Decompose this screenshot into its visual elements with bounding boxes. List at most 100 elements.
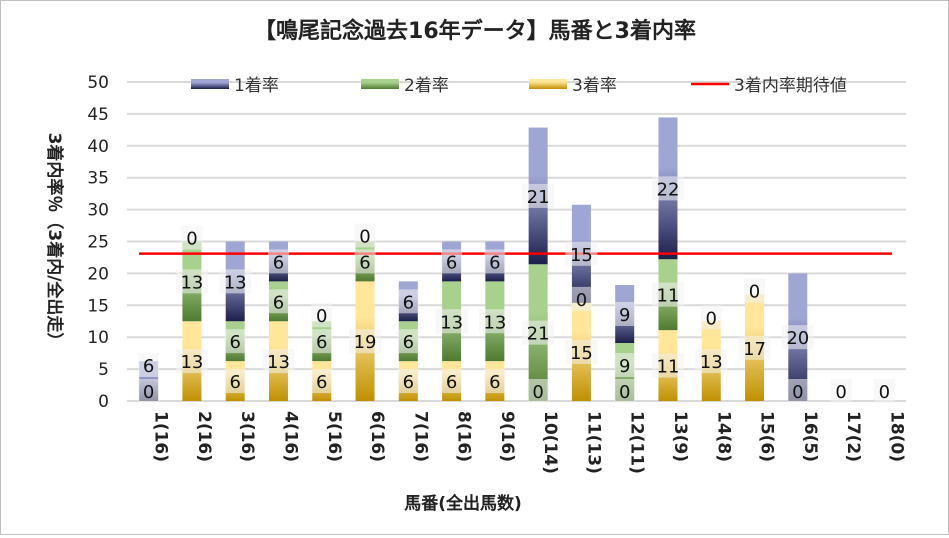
data-label-bg: [224, 369, 246, 394]
data-label: 6: [359, 252, 370, 273]
legend-swatch: [529, 79, 567, 89]
data-label-bg: [781, 325, 814, 350]
data-label: 6: [403, 332, 414, 353]
y-tick-label: 10: [87, 328, 109, 348]
data-label: 6: [403, 292, 414, 313]
y-tick-label: 15: [87, 296, 109, 316]
data-label: 13: [440, 312, 463, 333]
data-label: 6: [143, 356, 154, 377]
y-axis-title: 3着内率％（3着内/全出走）: [44, 133, 65, 350]
data-label-bg: [651, 282, 684, 307]
data-label-bg: [349, 329, 382, 354]
data-label: 15: [570, 245, 593, 266]
data-label-bg: [570, 286, 592, 311]
x-tick-label: 7(16): [410, 411, 430, 462]
legend-swatch: [361, 79, 399, 89]
data-label-bg: [614, 353, 636, 377]
data-label: 6: [316, 372, 327, 393]
legend-label: 3着内率期待値: [734, 76, 847, 96]
data-label-bg: [830, 379, 852, 403]
y-tick-label: 45: [87, 105, 109, 125]
data-label-bg: [397, 329, 419, 354]
x-tick-label: 11(13): [583, 411, 603, 474]
x-tick-label: 12(11): [627, 411, 647, 474]
data-label-bg: [219, 269, 252, 294]
y-tick-label: 5: [98, 360, 109, 380]
legend-label: 3着率: [572, 76, 617, 96]
data-label: 6: [446, 252, 457, 273]
data-label: 0: [835, 382, 846, 403]
y-tick-label: 35: [87, 169, 109, 189]
x-tick-label: 18(0): [886, 411, 906, 462]
data-label: 6: [403, 372, 414, 393]
data-label-bg: [651, 176, 684, 201]
data-label: 0: [316, 306, 327, 327]
data-label-bg: [484, 369, 506, 394]
data-label-bg: [478, 309, 511, 334]
data-label-bg: [700, 305, 722, 330]
data-label-bg: [522, 320, 555, 345]
data-label-bg: [441, 249, 463, 274]
y-tick-label: 25: [87, 233, 109, 253]
data-label-bg: [138, 379, 160, 403]
data-label-bg: [651, 353, 684, 378]
data-label: 0: [749, 282, 760, 303]
data-label-bg: [435, 309, 468, 334]
data-label-bg: [484, 249, 506, 274]
data-label-bg: [181, 225, 203, 250]
data-label: 0: [186, 229, 197, 250]
data-label-bg: [175, 269, 208, 294]
data-label-bg: [354, 223, 376, 248]
data-label-bg: [175, 349, 208, 374]
y-tick-label: 20: [87, 264, 109, 284]
data-label: 13: [180, 352, 203, 373]
data-label: 13: [700, 352, 723, 373]
x-tick-label: 9(16): [497, 411, 517, 462]
x-tick-label: 8(16): [454, 411, 474, 462]
legend-label: 2着率: [404, 76, 449, 96]
data-label: 0: [879, 382, 890, 403]
data-label-bg: [354, 249, 376, 274]
data-label: 13: [483, 312, 506, 333]
data-label: 6: [446, 372, 457, 393]
data-label: 6: [229, 372, 240, 393]
data-label: 0: [532, 382, 543, 403]
data-label: 6: [489, 252, 500, 273]
x-tick-label: 6(16): [367, 411, 387, 462]
data-label-bg: [614, 379, 636, 403]
data-label: 9: [619, 356, 630, 377]
data-label: 21: [527, 187, 550, 208]
data-label: 22: [657, 179, 680, 200]
y-tick-label: 30: [87, 201, 109, 221]
data-label-bg: [744, 278, 766, 303]
legend-label: 1着率: [234, 76, 279, 96]
data-label-bg: [262, 349, 295, 374]
data-label: 11: [657, 286, 680, 307]
x-tick-label: 2(16): [194, 411, 214, 462]
data-label: 6: [273, 292, 284, 313]
x-tick-label: 3(16): [237, 411, 257, 462]
x-axis-title: 馬番(全出馬数): [404, 493, 522, 514]
x-tick-label: 15(6): [757, 411, 777, 462]
data-label-bg: [527, 379, 549, 403]
data-label-bg: [267, 249, 289, 274]
y-tick-label: 50: [87, 73, 109, 93]
x-tick-label: 16(5): [800, 411, 820, 462]
data-label: 20: [786, 328, 809, 349]
data-label-bg: [267, 289, 289, 314]
y-tick-label: 0: [98, 392, 109, 412]
data-label: 6: [489, 372, 500, 393]
data-label: 0: [706, 308, 717, 329]
data-label: 13: [180, 272, 203, 293]
data-label-bg: [441, 369, 463, 394]
x-tick-label: 13(9): [670, 411, 690, 462]
data-label: 0: [619, 382, 630, 403]
data-label: 0: [359, 226, 370, 247]
data-label: 0: [576, 290, 587, 311]
data-label-bg: [311, 303, 333, 328]
data-label-bg: [224, 329, 246, 354]
chart-title: 【鳴尾記念過去16年データ】馬番と3着内率: [254, 18, 696, 44]
data-label: 0: [143, 382, 154, 403]
data-label-bg: [397, 369, 419, 394]
